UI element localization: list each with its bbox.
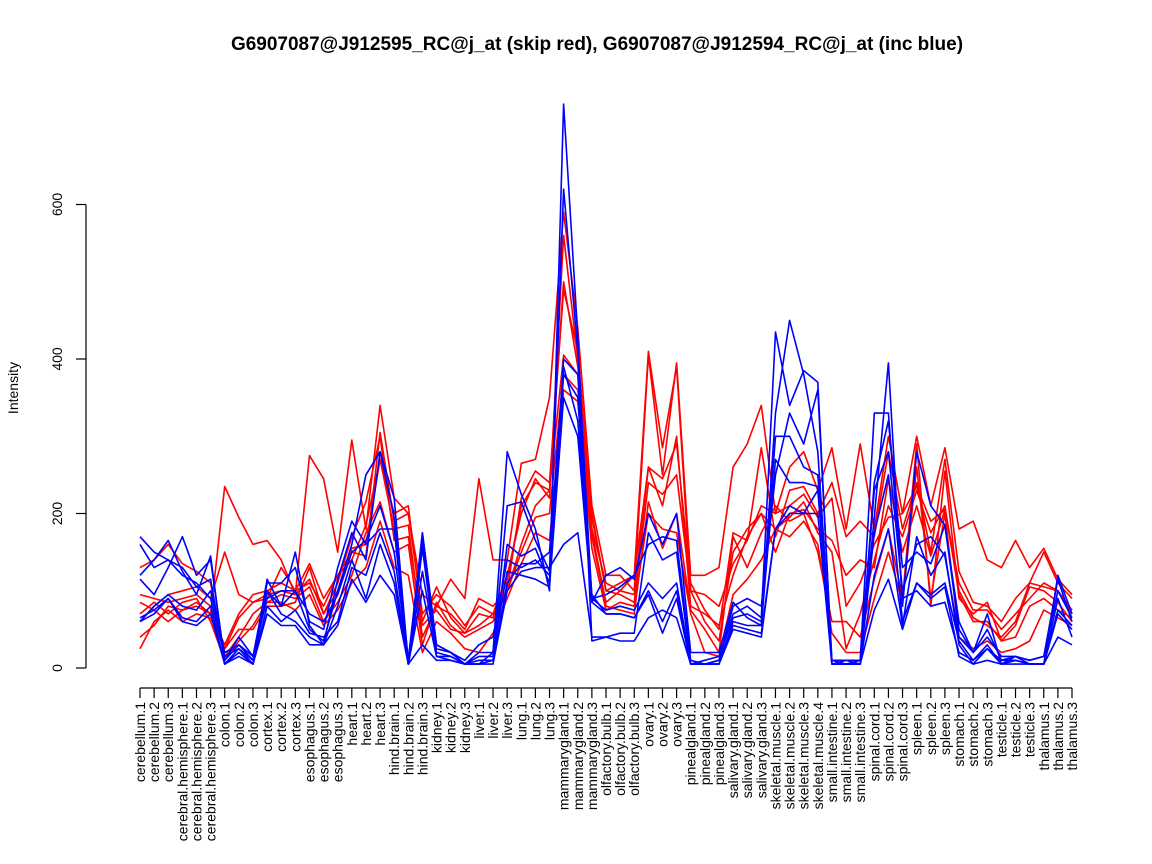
x-tick-label: kidney.1 xyxy=(429,702,445,753)
x-tick-label: hind.brain.1 xyxy=(386,702,402,775)
series-line-skip-1 xyxy=(139,288,1073,638)
x-tick-label: hind.brain.3 xyxy=(414,702,430,775)
x-tick-label: spinal.cord.3 xyxy=(895,702,911,782)
x-tick-label: small.intestine.2 xyxy=(838,702,854,803)
x-tick-label: spleen.1 xyxy=(909,702,925,755)
series-line-skip-4 xyxy=(139,280,1073,650)
x-tick-label: salivary.gland.2 xyxy=(739,702,755,798)
x-tick-label: olfactory.bulb.2 xyxy=(612,702,628,796)
x-tick-label: stomach.2 xyxy=(965,702,981,767)
x-tick-label: lung.2 xyxy=(527,702,543,740)
x-tick-label: salivary.gland.3 xyxy=(753,702,769,798)
x-tick-label: ovary.3 xyxy=(669,702,685,747)
series-line-inc-12 xyxy=(139,365,1073,665)
y-tick-label: 600 xyxy=(49,193,65,217)
x-tick-label: spleen.2 xyxy=(923,702,939,755)
x-tick-label: spleen.3 xyxy=(937,702,953,755)
x-tick-label: mammarygland.3 xyxy=(584,702,600,810)
x-tick-label: cortex.3 xyxy=(287,702,303,752)
x-tick-label: cortex.1 xyxy=(259,702,275,752)
x-tick-label: thalamus.3 xyxy=(1064,702,1080,771)
x-tick-label: ovary.1 xyxy=(640,702,656,747)
x-tick-label: liver.2 xyxy=(485,702,501,739)
x-tick-label: skeletal.muscle.3 xyxy=(796,702,812,810)
series-line-inc-13 xyxy=(139,504,1073,665)
x-tick-label: lung.1 xyxy=(513,702,529,740)
x-tick-label: liver.3 xyxy=(499,702,515,739)
x-tick-label: heart.2 xyxy=(358,702,374,746)
x-tick-label: cerebellum.3 xyxy=(160,702,176,782)
x-tick-label: cortex.2 xyxy=(273,702,289,752)
x-tick-label: esophagus.2 xyxy=(316,702,332,782)
y-axis-label: Intensity xyxy=(5,362,21,414)
x-tick-label: cerebellum.2 xyxy=(146,702,162,782)
y-tick-label: 0 xyxy=(49,664,65,672)
x-tick-label: olfactory.bulb.1 xyxy=(598,702,614,796)
series-layer xyxy=(139,103,1073,665)
x-tick-label: mammarygland.1 xyxy=(556,702,572,810)
x-tick-label: mammarygland.2 xyxy=(570,702,586,810)
chart-title: G6907087@J912595_RC@j_at (skip red), G69… xyxy=(231,34,963,55)
x-tick-label: lung.3 xyxy=(542,702,558,740)
x-tick-label: colon.3 xyxy=(245,702,261,747)
x-tick-label: skeletal.muscle.1 xyxy=(768,702,784,810)
x-tick-label: skeletal.muscle.2 xyxy=(782,702,798,810)
x-tick-label: thalamus.2 xyxy=(1050,702,1066,771)
x-tick-label: heart.3 xyxy=(372,702,388,746)
y-tick-label: 400 xyxy=(49,347,65,371)
x-tick-label: olfactory.bulb.3 xyxy=(626,702,642,796)
y-tick-label: 200 xyxy=(49,502,65,526)
x-tick-label: hind.brain.2 xyxy=(400,702,416,775)
x-tick-label: heart.1 xyxy=(344,702,360,746)
x-tick-label: cerebral.hemisphere.3 xyxy=(203,702,219,842)
series-line-skip-5 xyxy=(139,354,1073,658)
x-tick-label: cerebral.hemisphere.1 xyxy=(174,702,190,842)
x-tick-label: esophagus.1 xyxy=(302,702,318,782)
x-tick-label: stomach.3 xyxy=(979,702,995,767)
series-line-inc-10 xyxy=(139,373,1073,665)
x-tick-label: skeletal.muscle.4 xyxy=(810,702,826,810)
x-tick-label: testicle.1 xyxy=(993,702,1009,757)
x-tick-label: cerebellum.1 xyxy=(132,702,148,782)
x-tick-label: spinal.cord.2 xyxy=(880,702,896,782)
x-tick-label: salivary.gland.1 xyxy=(725,702,741,798)
x-tick-label: testicle.3 xyxy=(1022,702,1038,757)
x-tick-label: thalamus.1 xyxy=(1036,702,1052,771)
x-tick-label: colon.1 xyxy=(217,702,233,747)
y-axis: 0 200 400 600 xyxy=(49,193,87,672)
x-tick-label: liver.1 xyxy=(471,702,487,739)
x-tick-label: esophagus.3 xyxy=(330,702,346,782)
series-line-inc-9 xyxy=(139,319,1073,665)
x-tick-label: stomach.1 xyxy=(951,702,967,767)
x-tick-label: kidney.2 xyxy=(443,702,459,753)
x-tick-label: cerebral.hemisphere.2 xyxy=(189,702,205,842)
x-axis: cerebellum.1cerebellum.2cerebellum.3cere… xyxy=(132,687,1080,842)
x-tick-label: pinealgland.1 xyxy=(683,702,699,786)
x-tick-label: pinealgland.3 xyxy=(711,702,727,786)
x-tick-label: pinealgland.2 xyxy=(697,702,713,786)
x-tick-label: testicle.2 xyxy=(1008,702,1024,757)
x-tick-label: ovary.2 xyxy=(655,702,671,747)
x-tick-label: small.intestine.1 xyxy=(824,702,840,803)
x-tick-label: spinal.cord.1 xyxy=(866,702,882,782)
x-tick-label: small.intestine.3 xyxy=(852,702,868,803)
x-tick-label: kidney.3 xyxy=(457,702,473,753)
x-tick-label: colon.2 xyxy=(231,702,247,747)
